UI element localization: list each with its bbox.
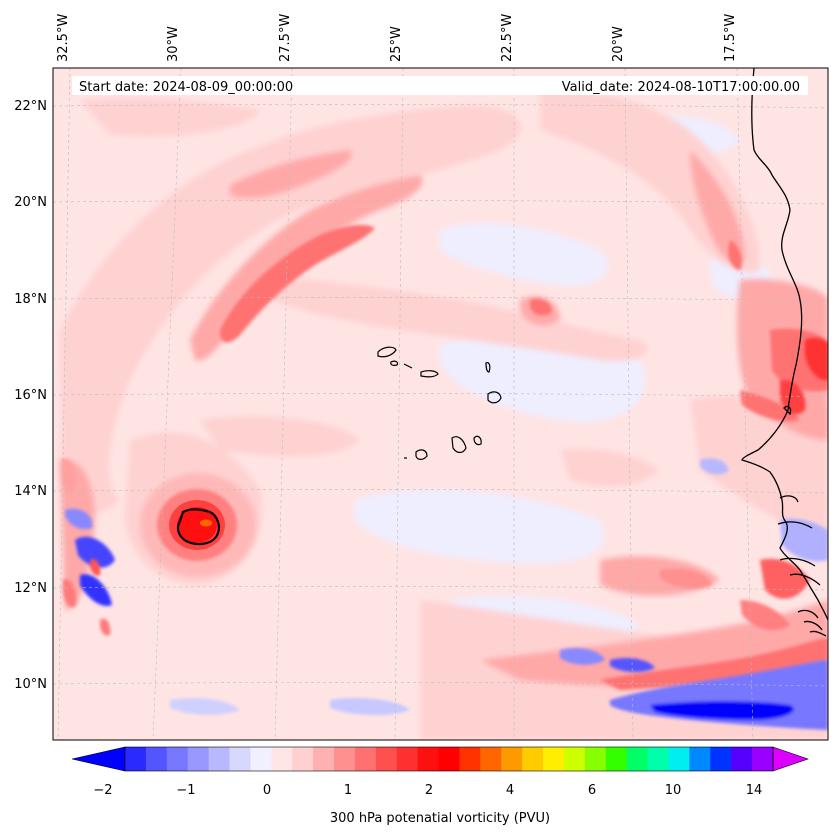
colorbar-swatch	[396, 747, 419, 771]
lon-label: 22.5°W	[500, 14, 515, 62]
colorbar-swatch	[125, 747, 147, 771]
pv-field	[53, 68, 828, 740]
colorbar-swatch	[543, 747, 565, 771]
colorbar-swatch	[334, 747, 356, 771]
colorbar-ticks: −2 −1 0 1 2 4 6 10 14	[93, 783, 762, 798]
cb-tick-label: 4	[506, 783, 514, 798]
colorbar-swatch	[584, 747, 607, 771]
colorbar-swatch	[229, 747, 251, 771]
colorbar-swatch	[250, 747, 272, 771]
colorbar-frame	[124, 746, 774, 772]
longitude-labels: 32.5°W 30°W 27.5°W 25°W 22.5°W 20°W 17.5…	[56, 14, 738, 62]
colorbar-title: 300 hPa potenatial vorticity (PVU)	[330, 811, 550, 826]
cb-tick-label: 0	[263, 783, 271, 798]
lon-label: 32.5°W	[56, 14, 71, 62]
cb-tick-label: 10	[665, 783, 682, 798]
valid-date: Valid_date: 2024-08-10T17:00:00.00	[562, 80, 800, 95]
lon-label: 17.5°W	[723, 14, 738, 62]
lat-label: 20°N	[14, 195, 47, 210]
latitude-labels: 22°N 20°N 18°N 16°N 14°N 12°N 10°N	[14, 99, 47, 692]
lon-label: 20°W	[611, 26, 626, 62]
cb-tick-label: 14	[746, 783, 763, 798]
colorbar-swatch	[375, 747, 398, 771]
colorbar-swatch	[166, 747, 189, 771]
colorbar-swatch	[145, 747, 168, 771]
vortex-pv-maximum	[140, 473, 256, 577]
colorbar-swatch	[626, 747, 649, 771]
colorbar-swatch	[710, 747, 732, 771]
lat-label: 14°N	[14, 484, 47, 499]
left-edge-streaks	[62, 459, 111, 636]
lat-label: 16°N	[14, 388, 47, 403]
coastal-red-patches	[660, 337, 828, 631]
colorbar-swatch	[731, 747, 753, 771]
colorbar-swatch	[187, 747, 210, 771]
colorbar-swatch	[563, 747, 586, 771]
colorbar-swatch	[292, 747, 314, 771]
colorbar-swatch	[480, 747, 502, 771]
colorbar	[71, 746, 809, 772]
colorbar-extend-low	[71, 746, 126, 772]
colorbar-swatch	[647, 747, 669, 771]
cb-tick-label: 2	[425, 783, 433, 798]
cb-tick-label: 1	[344, 783, 352, 798]
cb-tick-label: −2	[93, 783, 112, 798]
colorbar-swatch	[271, 747, 293, 771]
lon-label: 27.5°W	[278, 14, 293, 62]
lat-label: 18°N	[14, 292, 47, 307]
colorbar-swatch	[438, 747, 460, 771]
lat-label: 10°N	[14, 677, 47, 692]
start-date: Start date: 2024-08-09_00:00:00	[79, 80, 293, 95]
colorbar-swatch	[417, 747, 440, 771]
colorbar-swatch	[689, 747, 711, 771]
colorbar-swatch	[752, 747, 774, 771]
colorbar-swatch	[522, 747, 544, 771]
cb-tick-label: 6	[588, 783, 596, 798]
colorbar-swatch	[208, 747, 231, 771]
lon-label: 25°W	[389, 26, 404, 62]
date-header: Start date: 2024-08-09_00:00:00 Valid_da…	[72, 76, 808, 95]
cabo-verde-islands	[377, 346, 502, 460]
blue-negative-streaks	[65, 458, 828, 730]
colorbar-swatch	[313, 747, 335, 771]
map-frame	[52, 67, 829, 741]
lon-label: 30°W	[166, 26, 181, 62]
lat-label: 12°N	[14, 581, 47, 596]
colorbar-swatch	[668, 747, 690, 771]
colorbar-swatch	[605, 747, 628, 771]
colorbar-swatch	[501, 747, 523, 771]
colorbar-swatch	[354, 747, 377, 771]
colorbar-extend-high	[772, 746, 809, 772]
lat-label: 22°N	[14, 99, 47, 114]
graticule	[53, 68, 828, 740]
africa-coastline	[741, 68, 828, 637]
cb-tick-label: −1	[176, 783, 195, 798]
colorbar-swatch	[459, 747, 481, 771]
